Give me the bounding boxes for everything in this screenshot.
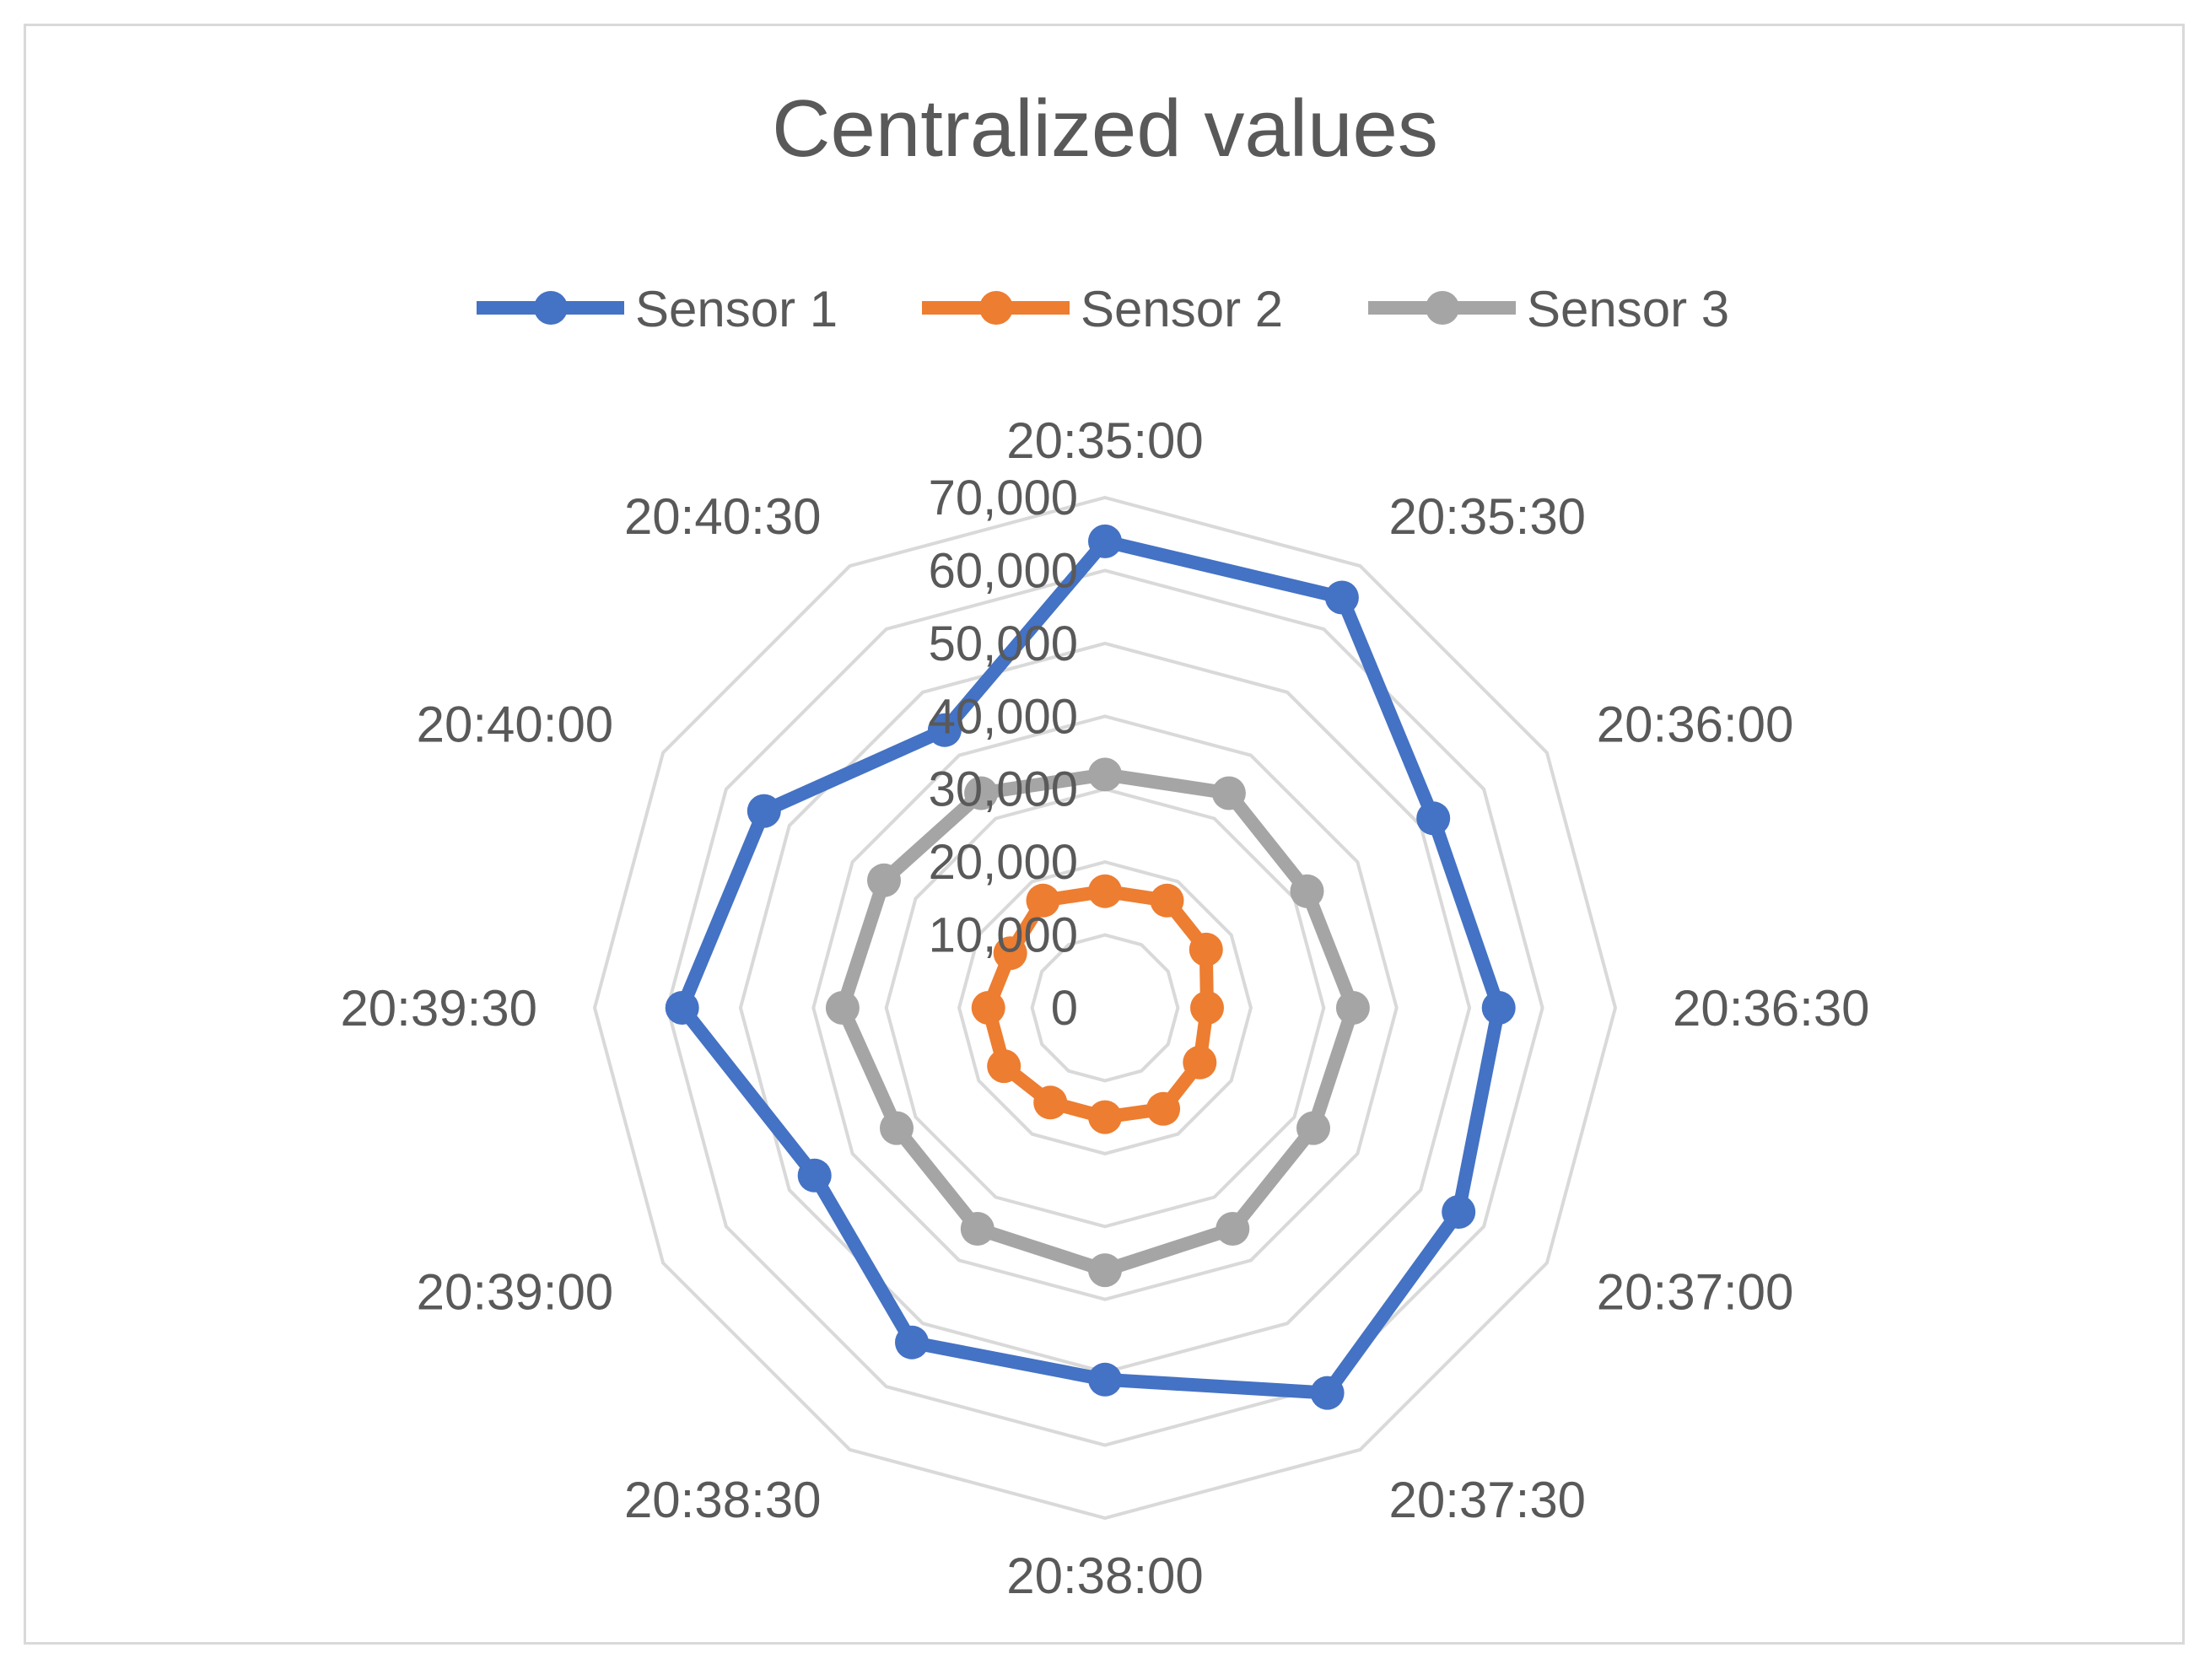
category-label: 20:39:00	[417, 1264, 614, 1321]
radial-tick-label: 10,000	[929, 908, 1078, 963]
data-point	[1190, 991, 1224, 1025]
data-point	[1033, 1085, 1068, 1120]
grid-ring	[957, 860, 1253, 1155]
category-label: 20:36:30	[1673, 980, 1870, 1037]
data-point	[1290, 874, 1324, 908]
data-point	[987, 1049, 1021, 1084]
data-point	[867, 863, 901, 897]
legend-label: Sensor 3	[1527, 281, 1729, 337]
radial-tick-label: 0	[1051, 981, 1078, 1036]
legend-swatch-marker	[979, 291, 1013, 325]
legend-swatch-marker	[1426, 291, 1459, 325]
series-line	[835, 767, 1360, 1278]
grid-ring	[1030, 933, 1180, 1083]
data-point	[1324, 580, 1359, 615]
category-label: 20:37:30	[1389, 1472, 1587, 1528]
data-point	[1183, 1045, 1217, 1080]
radial-tick-label: 30,000	[929, 762, 1078, 817]
radial-tick-labels: 0 10,000 20,000 30,000 40,000 50,000 60,000 70,…	[929, 471, 1078, 1036]
category-label: 20:38:30	[624, 1472, 822, 1528]
data-point	[1088, 874, 1122, 908]
legend-label: Sensor 2	[1081, 281, 1283, 337]
data-point	[1146, 1091, 1181, 1126]
legend: Sensor 1 Sensor 2 Sensor 3	[477, 281, 1729, 337]
data-point	[895, 1325, 929, 1360]
data-point	[747, 794, 781, 828]
category-label: 20:40:00	[417, 697, 614, 753]
radar-series	[665, 524, 1516, 1410]
radial-tick-label: 50,000	[929, 617, 1078, 671]
series-group	[825, 757, 1370, 1288]
data-point	[1088, 1253, 1122, 1288]
data-point	[1189, 932, 1223, 967]
data-point	[1211, 776, 1246, 810]
series-group	[665, 524, 1516, 1410]
category-labels: 20:35:00 20:35:30 20:36:00 20:36:30 20:37:00…	[340, 412, 1869, 1604]
data-point	[964, 776, 999, 810]
radial-tick-label: 20,000	[929, 835, 1078, 890]
category-label: 20:39:30	[340, 980, 537, 1037]
data-point	[1026, 883, 1060, 918]
data-point	[1442, 1195, 1476, 1229]
grid-ring	[811, 714, 1399, 1301]
data-point	[1296, 1111, 1330, 1145]
data-point	[665, 991, 699, 1025]
data-point	[1150, 883, 1184, 918]
legend-entry: Sensor 1	[477, 281, 838, 337]
category-label: 20:35:00	[1006, 412, 1204, 469]
grid-ring	[592, 495, 1618, 1521]
data-point	[960, 1212, 994, 1246]
data-point	[1088, 524, 1122, 558]
data-point	[1088, 1362, 1122, 1397]
category-label: 20:35:30	[1389, 488, 1587, 545]
chart-title: Centralized values	[772, 83, 1438, 174]
legend-swatch-marker	[534, 291, 568, 325]
data-point	[880, 1111, 914, 1145]
category-label: 20:37:00	[1597, 1264, 1794, 1321]
data-point	[1416, 801, 1451, 836]
data-point	[971, 991, 1005, 1025]
data-point	[797, 1158, 832, 1193]
data-point	[1088, 757, 1122, 792]
series-group	[971, 874, 1224, 1134]
legend-label: Sensor 1	[635, 281, 838, 337]
category-label: 20:40:30	[624, 488, 822, 545]
radial-tick-label: 70,000	[929, 471, 1078, 525]
legend-entry: Sensor 2	[922, 281, 1283, 337]
radial-tick-label: 40,000	[929, 689, 1078, 744]
data-point	[927, 713, 962, 747]
data-point	[1481, 991, 1516, 1025]
data-point	[1216, 1212, 1250, 1246]
grid-ring	[666, 568, 1544, 1447]
category-label: 20:36:00	[1597, 697, 1794, 753]
data-point	[825, 991, 860, 1025]
radial-tick-label: 60,000	[929, 543, 1078, 598]
data-point	[1335, 991, 1370, 1025]
data-point	[1088, 1100, 1122, 1134]
data-point	[1310, 1376, 1345, 1410]
data-point	[993, 936, 1027, 971]
legend-entry: Sensor 3	[1368, 281, 1729, 337]
category-label: 20:38:00	[1006, 1548, 1204, 1604]
